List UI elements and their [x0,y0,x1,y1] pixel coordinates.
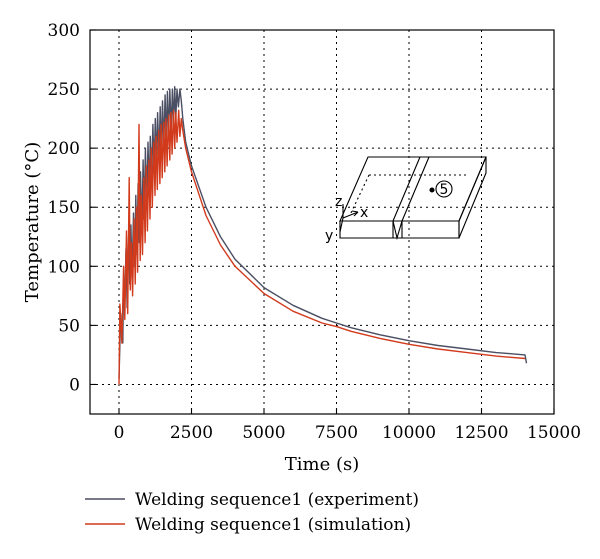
x-axis-arrow [342,211,359,219]
plate-side-face [458,156,487,239]
weld-bevel [392,220,403,241]
legend-label-simulation: Welding sequence1 (simulation) [135,515,411,535]
hidden-edge-2 [349,174,370,216]
y-tick-label: 250 [48,80,80,100]
x-tick-label: 7500 [315,423,358,443]
y-tick-label: 200 [48,139,80,159]
x-tick-label: 2500 [170,423,213,443]
plot-frame [89,29,555,415]
x-tick-label: 15000 [527,423,581,443]
legend-label-experiment: Welding sequence1 (experiment) [135,490,419,510]
grid [90,29,555,414]
inset-x-label: x [360,205,368,221]
x-axis-title: Time (s) [285,454,360,475]
x-tick-label: 0 [114,423,125,443]
series-lines [118,85,528,385]
axis-ticks [90,29,555,414]
y-tick-label: 50 [58,316,80,336]
x-arrowhead [351,210,359,217]
y-tick-label: 0 [69,375,80,395]
inset-point-label: 5 [440,182,449,198]
y-tick-label: 150 [48,198,80,218]
y-axis-title: Temperature (°C) [22,142,43,302]
y-tick-label: 100 [48,257,80,277]
legend: Welding sequence1 (experiment) Welding s… [85,490,419,535]
point-label-circle [435,180,453,198]
x-tick-label: 5000 [242,423,285,443]
y-axis-arrow [339,217,344,233]
weld-line-2 [401,156,430,238]
inset-y-label: y [325,228,333,244]
inset-z-label: z [335,194,342,210]
x-tick-label: 10000 [382,423,436,443]
y-tick-label: 300 [48,21,80,41]
x-tick-label: 12500 [454,423,508,443]
series-line-1 [118,109,526,385]
tick-labels: 0 2500 5000 7500 10000 12500 15000 0 50 100 150 200… [48,21,582,443]
inset-schematic [339,156,487,241]
weld-line-1 [392,156,421,238]
measurement-point [429,187,435,193]
